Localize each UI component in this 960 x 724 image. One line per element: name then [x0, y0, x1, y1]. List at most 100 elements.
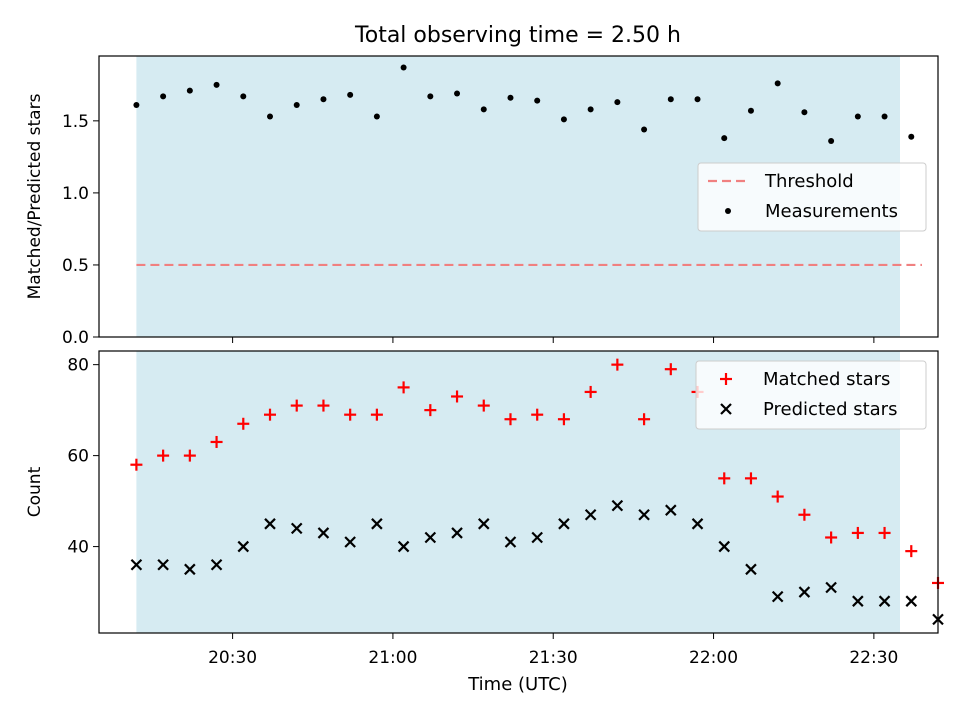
matched-star-marker	[664, 363, 677, 376]
predicted-star-marker	[665, 504, 677, 516]
matched-star-marker	[504, 413, 517, 426]
predicted-star-marker-b	[825, 581, 837, 594]
predicted-star-marker-b	[878, 595, 891, 607]
predicted-star-marker	[584, 508, 597, 521]
measurement-point	[293, 101, 300, 108]
measurement-point	[747, 107, 754, 114]
matched-star-marker	[798, 508, 811, 521]
x-axis-label: Time (UTC)	[467, 674, 568, 695]
predicted-star-marker-b	[317, 527, 330, 539]
matched-star-marker	[611, 358, 624, 371]
predicted-star-marker	[397, 540, 410, 553]
y-tick-label: 0.0	[62, 328, 89, 348]
bottom-panel: 40 60 80 20:30 21:00 21:30 22:00 22:30 Count Matc…	[25, 350, 944, 668]
measurement-point	[908, 133, 915, 140]
predicted-star-marker-b	[504, 536, 517, 548]
measurement-point	[213, 81, 220, 88]
predicted-star-marker	[771, 590, 784, 603]
predicted-star-marker	[237, 540, 250, 553]
matched-star-marker	[397, 381, 410, 394]
predicted-star-marker-b	[665, 504, 677, 516]
predicted-star-marker-b	[771, 590, 784, 603]
measurement-point	[160, 93, 167, 100]
measurement-point	[774, 80, 781, 87]
predicted-star-marker-b	[237, 540, 250, 553]
measurement-point	[454, 90, 461, 97]
predicted-star-marker	[317, 527, 330, 539]
legend-label: Measurements	[765, 201, 898, 222]
predicted-star-marker-b	[638, 508, 650, 521]
measurement-point	[534, 97, 541, 104]
legend: Threshold Measurements	[697, 162, 927, 232]
predicted-star-marker-b	[558, 518, 570, 530]
predicted-star-marker	[718, 540, 731, 553]
measurement-point	[721, 135, 728, 142]
predicted-star-marker	[344, 536, 356, 548]
predicted-star-marker-b	[531, 531, 543, 544]
predicted-star-marker	[477, 518, 490, 530]
measurement-point	[240, 93, 247, 100]
matched-star-marker	[878, 526, 891, 539]
predicted-star-marker	[184, 563, 196, 576]
predicted-star-marker	[210, 558, 223, 571]
axes-frame	[98, 350, 939, 634]
predicted-star-marker	[905, 595, 918, 607]
predicted-star-marker	[531, 531, 543, 544]
predicted-star-marker-b	[157, 558, 169, 571]
predicted-star-marker	[130, 558, 143, 571]
matched-star-marker	[183, 449, 196, 462]
predicted-star-marker	[290, 522, 303, 535]
predicted-star-marker	[424, 531, 437, 544]
matched-star-marker	[584, 385, 597, 398]
y-axis-label: Matched/Predicted stars	[25, 93, 45, 299]
legend-label: Threshold	[764, 171, 854, 192]
predicted-star-marker	[371, 518, 383, 530]
measurement-point	[560, 116, 567, 123]
predicted-star-marker-b	[798, 586, 811, 598]
predicted-star-marker-b	[451, 527, 463, 539]
y-tick-label: 1.0	[62, 184, 89, 204]
legend-label: Predicted stars	[763, 399, 897, 420]
measurement-point	[400, 64, 407, 71]
predicted-star-marker-b	[210, 558, 223, 571]
matched-star-marker	[718, 472, 731, 485]
measurement-point	[881, 113, 888, 120]
measurement-point	[828, 138, 835, 145]
predicted-star-marker-b	[852, 595, 864, 607]
chart-title: Total observing time = 2.50 h	[354, 23, 681, 48]
predicted-star-marker	[691, 518, 704, 530]
legend-label: Matched stars	[763, 369, 890, 390]
predicted-star-marker	[745, 563, 757, 576]
y-tick-label: 60	[67, 447, 89, 467]
matched-star-marker	[424, 404, 437, 417]
matched-star-marker	[557, 413, 570, 426]
matched-star-marker	[477, 399, 490, 412]
predicted-star-marker-b	[290, 522, 303, 535]
measurement-point	[641, 126, 648, 133]
measurement-point	[667, 96, 674, 103]
legend-box	[695, 360, 927, 430]
legend-box	[697, 162, 927, 232]
y-tick-label: 1.5	[62, 112, 89, 132]
predicted-star-marker	[504, 536, 517, 548]
measurement-point	[427, 93, 434, 100]
x-tick-label: 22:00	[689, 648, 738, 668]
x-tick-label: 21:00	[368, 648, 417, 668]
predicted-star-marker	[638, 508, 650, 521]
top-panel: 0.0 0.5 1.0 1.5 Matched/Predicted stars Thres…	[25, 55, 939, 348]
matched-star-marker	[905, 545, 918, 558]
measurement-point	[186, 87, 193, 94]
predicted-star-marker-b	[745, 563, 757, 576]
predicted-star-marker-b	[344, 536, 356, 548]
measurement-point	[801, 109, 808, 116]
measurement-point	[133, 101, 140, 108]
predicted-star-marker-b	[130, 558, 143, 571]
x-tick-label: 21:30	[529, 648, 578, 668]
y-tick-label: 40	[67, 538, 89, 558]
predicted-star-marker-b	[477, 518, 490, 530]
matched-star-marker	[744, 472, 757, 485]
legend-predicted-swatch-b	[720, 403, 732, 415]
measurement-point	[587, 106, 594, 113]
y-tick-label: 80	[67, 356, 89, 376]
